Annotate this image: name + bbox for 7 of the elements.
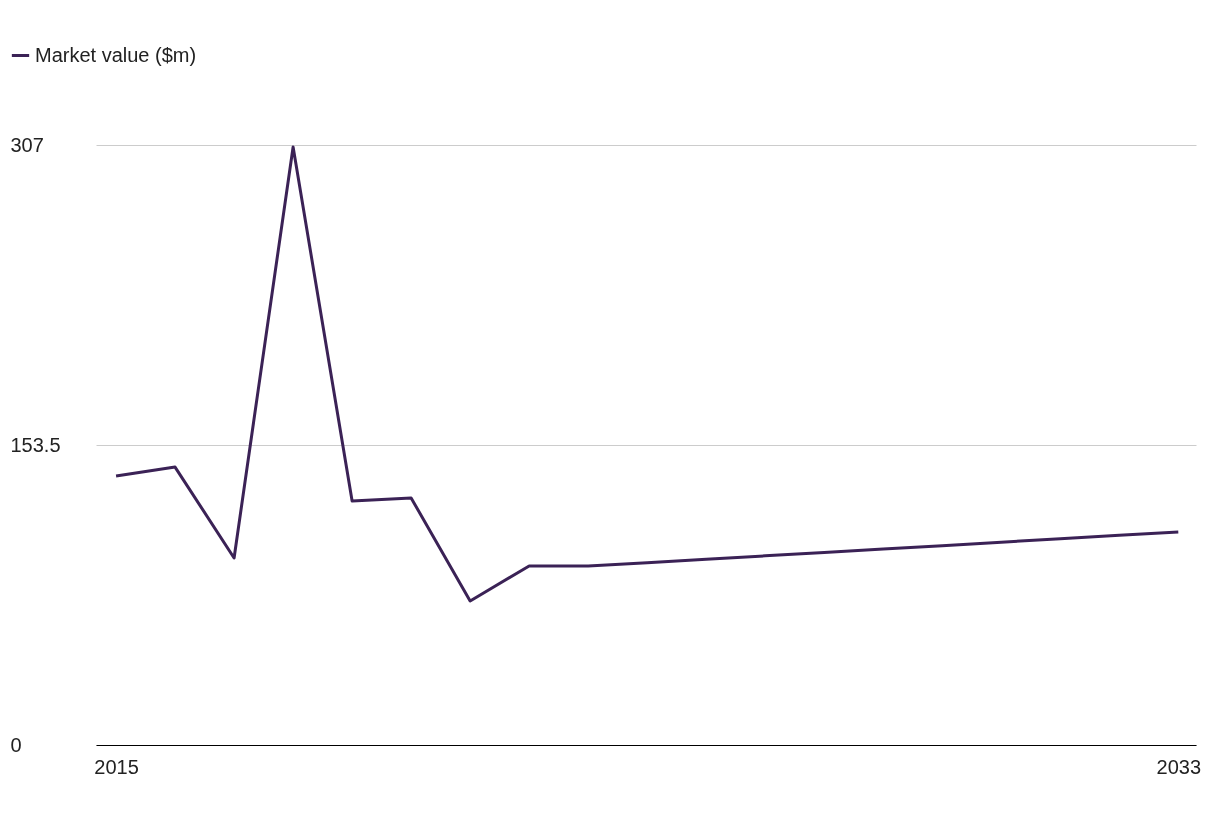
x-tick-label: 2015: [94, 755, 139, 778]
y-tick-label: 307: [10, 133, 44, 156]
x-tick-label: 2033: [1156, 755, 1202, 778]
y-tick-label: 0: [10, 733, 22, 756]
legend-label: Market value ($m): [35, 43, 197, 66]
y-tick-label: 153.5: [10, 433, 61, 456]
line-series: [114, 145, 1180, 603]
